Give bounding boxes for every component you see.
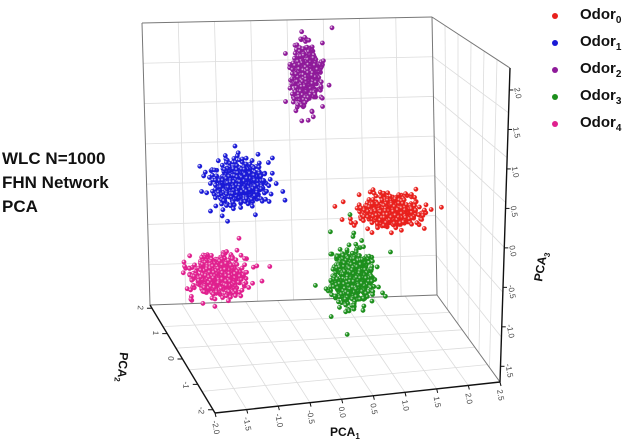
- svg-text:0.5: 0.5: [509, 205, 520, 218]
- series-odor0: [332, 186, 444, 236]
- legend-label: Odor: [580, 59, 616, 77]
- axes-frame: [141, 16, 514, 418]
- title-line-3: PCA: [2, 197, 38, 216]
- svg-text:2.0: 2.0: [512, 87, 523, 100]
- legend-subscript: 0: [615, 14, 622, 26]
- svg-text:-0.5: -0.5: [305, 409, 316, 425]
- svg-text:0.5: 0.5: [368, 403, 379, 416]
- legend-label: Odor: [580, 32, 616, 50]
- svg-text:-1.5: -1.5: [504, 363, 515, 379]
- legend-label: Odor: [580, 86, 616, 104]
- svg-text:0: 0: [166, 356, 175, 362]
- svg-text:-2: -2: [196, 407, 206, 415]
- legend-marker-icon: [552, 120, 558, 127]
- legend-subscript: 1: [615, 41, 622, 53]
- svg-text:2.5: 2.5: [495, 389, 506, 402]
- title-line-1: WLC N=1000: [2, 149, 106, 168]
- legend-marker-icon: [552, 66, 558, 73]
- svg-text:2.0: 2.0: [463, 392, 474, 405]
- data-points: [180, 25, 444, 337]
- legend: Odor0 Odor1 Odor2 Odor3 Odor4: [552, 2, 621, 137]
- z-axis-label: PCA3: [531, 250, 552, 283]
- legend-subscript: 4: [615, 122, 622, 134]
- svg-text:-1.0: -1.0: [273, 413, 284, 429]
- svg-text:-2.0: -2.0: [210, 420, 221, 436]
- legend-subscript: 2: [615, 68, 622, 80]
- svg-text:1.5: 1.5: [432, 396, 443, 409]
- legend-item-odor4: Odor4: [552, 110, 621, 137]
- svg-text:1.0: 1.0: [400, 399, 411, 412]
- svg-text:0.0: 0.0: [337, 406, 348, 419]
- series-odor4: [180, 235, 273, 309]
- legend-label: Odor: [580, 5, 616, 23]
- series-odor3: [312, 212, 393, 337]
- legend-marker-icon: [552, 93, 558, 100]
- tick-labels: -2.0 -1.5 -1.0 -0.5 0.0 0.5 1.0 1.5 2.0 2.5 2 1 0 -1 -…: [136, 87, 524, 436]
- legend-label: Odor: [580, 113, 616, 131]
- title-line-2: FHN Network: [2, 173, 109, 192]
- svg-text:-1: -1: [181, 381, 191, 389]
- x-axis-label: PCA1: [330, 425, 360, 439]
- series-odor1: [197, 143, 288, 224]
- svg-text:2: 2: [136, 305, 145, 311]
- svg-text:1: 1: [151, 330, 160, 336]
- legend-item-odor3: Odor3: [552, 83, 621, 110]
- svg-text:0.0: 0.0: [507, 245, 518, 258]
- grid-lines: [143, 17, 509, 410]
- svg-text:-1.5: -1.5: [242, 416, 253, 432]
- y-axis-label: PCA2: [112, 352, 131, 384]
- legend-item-odor0: Odor0: [552, 2, 621, 29]
- legend-item-odor1: Odor1: [552, 29, 621, 56]
- legend-item-odor2: Odor2: [552, 56, 621, 83]
- svg-text:1.5: 1.5: [511, 126, 522, 139]
- legend-marker-icon: [552, 12, 558, 19]
- legend-subscript: 3: [615, 95, 622, 107]
- series-odor2: [282, 25, 335, 124]
- svg-text:1.0: 1.0: [510, 166, 521, 179]
- svg-text:-0.5: -0.5: [506, 284, 517, 300]
- legend-marker-icon: [552, 39, 558, 46]
- svg-text:-1.0: -1.0: [505, 324, 516, 340]
